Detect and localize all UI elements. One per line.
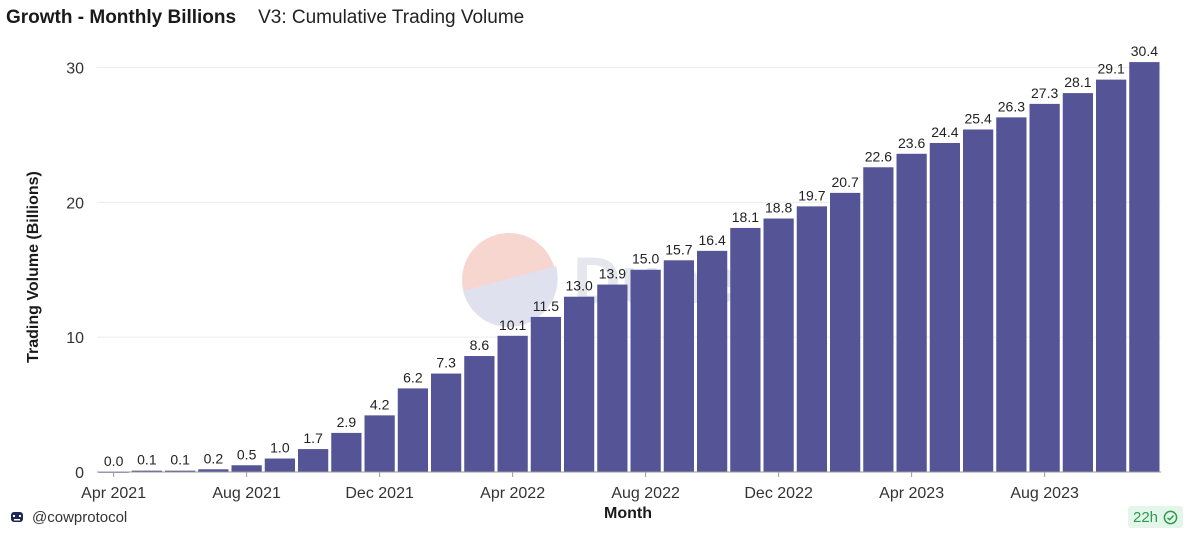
x-tick-label: Dec 2021 — [345, 485, 414, 502]
author-name[interactable]: @cowprotocol — [32, 508, 128, 526]
bar-value-label: 13.9 — [599, 266, 626, 282]
bar-value-label: 18.8 — [765, 200, 792, 216]
bar-value-label: 25.4 — [965, 111, 992, 127]
bar-value-label: 11.5 — [533, 298, 559, 314]
x-tick-label: Apr 2022 — [480, 485, 545, 502]
bar-value-label: 19.7 — [798, 187, 825, 203]
bar-value-label: 10.1 — [499, 317, 526, 333]
bar-value-label: 22.6 — [865, 148, 892, 164]
bar[interactable] — [530, 316, 561, 472]
y-tick-label: 10 — [66, 330, 84, 347]
x-axis-ticks: Apr 2021 Aug 2021 Dec 2021 Apr 2022 Aug 2022… — [81, 472, 1079, 502]
bar-value-label: 15.7 — [665, 241, 692, 257]
bar-value-label: 1.7 — [303, 430, 323, 446]
bar[interactable] — [431, 373, 462, 472]
bar[interactable] — [264, 458, 295, 472]
bar[interactable] — [630, 269, 661, 472]
bar[interactable] — [896, 153, 927, 472]
chart-header: Growth - Monthly Billions V3: Cumulative… — [6, 4, 524, 32]
bar-value-label: 0.1 — [170, 452, 190, 468]
bar[interactable] — [963, 129, 994, 472]
bar[interactable] — [697, 250, 728, 472]
bar-value-label: 8.6 — [470, 337, 490, 353]
x-axis-title: Month — [604, 505, 652, 522]
data-labels: 0.0 0.1 0.1 0.2 0.5 1.0 1.7 2.9 4.2 6.2 7.3 8.6 10.1… — [104, 43, 1158, 469]
bar[interactable] — [796, 206, 827, 472]
bar[interactable] — [1096, 79, 1127, 472]
bar[interactable] — [131, 470, 162, 472]
bar[interactable] — [996, 117, 1027, 472]
y-tick-label: 30 — [66, 60, 84, 77]
bar-value-label: 27.3 — [1031, 85, 1058, 101]
bar[interactable] — [364, 415, 395, 472]
y-tick-label: 20 — [66, 195, 84, 212]
dune-logo-shade — [463, 266, 558, 327]
y-axis-title: Trading Volume (Billions) — [25, 171, 42, 363]
bar-value-label: 20.7 — [832, 174, 859, 190]
x-tick-label: Aug 2022 — [611, 485, 680, 502]
bar[interactable] — [730, 227, 761, 472]
bar-value-label: 0.0 — [104, 453, 124, 469]
bar[interactable] — [1029, 103, 1060, 472]
bar[interactable] — [763, 218, 794, 472]
bar-value-label: 18.1 — [732, 209, 759, 225]
bar-value-label: 7.3 — [436, 355, 456, 371]
bar-value-label: 0.1 — [137, 452, 157, 468]
bar-value-label: 4.2 — [370, 396, 390, 412]
y-axis-ticks: 0 10 20 30 — [66, 60, 84, 482]
bar[interactable] — [165, 470, 196, 472]
x-tick-label: Aug 2021 — [212, 485, 281, 502]
bar[interactable] — [497, 335, 528, 472]
bar-value-label: 15.0 — [632, 251, 659, 267]
bar[interactable] — [564, 296, 595, 472]
bar-value-label: 30.4 — [1131, 43, 1158, 59]
bar[interactable] — [597, 284, 628, 472]
x-tick-label: Apr 2021 — [81, 485, 146, 502]
bar[interactable] — [929, 142, 960, 473]
refresh-badge[interactable]: 22h — [1128, 506, 1184, 528]
bar[interactable] — [397, 388, 428, 472]
author-link[interactable]: @cowprotocol — [10, 506, 127, 528]
y-tick-label: 0 — [75, 465, 84, 482]
bar-value-label: 13.0 — [566, 278, 593, 294]
visualization-title: V3: Cumulative Trading Volume — [258, 7, 525, 28]
bar[interactable] — [1062, 93, 1093, 473]
bar[interactable] — [198, 469, 229, 472]
x-tick-label: Aug 2023 — [1010, 485, 1079, 502]
query-title[interactable]: Growth - Monthly Billions — [6, 7, 237, 28]
x-tick-label: Dec 2022 — [744, 485, 813, 502]
bar-value-label: 1.0 — [270, 440, 290, 456]
bar[interactable] — [1129, 62, 1160, 472]
bar-value-label: 2.9 — [337, 414, 357, 430]
bar[interactable] — [830, 192, 861, 473]
refresh-age: 22h — [1133, 508, 1159, 526]
bar-value-label: 24.4 — [931, 124, 958, 140]
bar-value-label: 23.6 — [898, 135, 925, 151]
bar-value-label: 0.2 — [204, 450, 224, 466]
bar[interactable] — [663, 260, 694, 472]
bar-value-label: 29.1 — [1098, 61, 1125, 77]
bar[interactable] — [863, 167, 894, 472]
check-circle-icon — [1163, 510, 1178, 524]
x-tick-label: Apr 2023 — [879, 485, 944, 502]
bar[interactable] — [331, 432, 362, 472]
cow-icon — [11, 512, 23, 522]
bar-value-label: 28.1 — [1064, 74, 1091, 90]
bars — [98, 62, 1160, 473]
bar-value-label: 0.5 — [237, 446, 257, 462]
bar-value-label: 6.2 — [403, 369, 423, 385]
bar[interactable] — [298, 449, 329, 472]
bar[interactable] — [464, 356, 495, 472]
bar-value-label: 16.4 — [699, 232, 726, 248]
bar[interactable] — [231, 465, 262, 472]
bar-value-label: 26.3 — [998, 98, 1025, 114]
